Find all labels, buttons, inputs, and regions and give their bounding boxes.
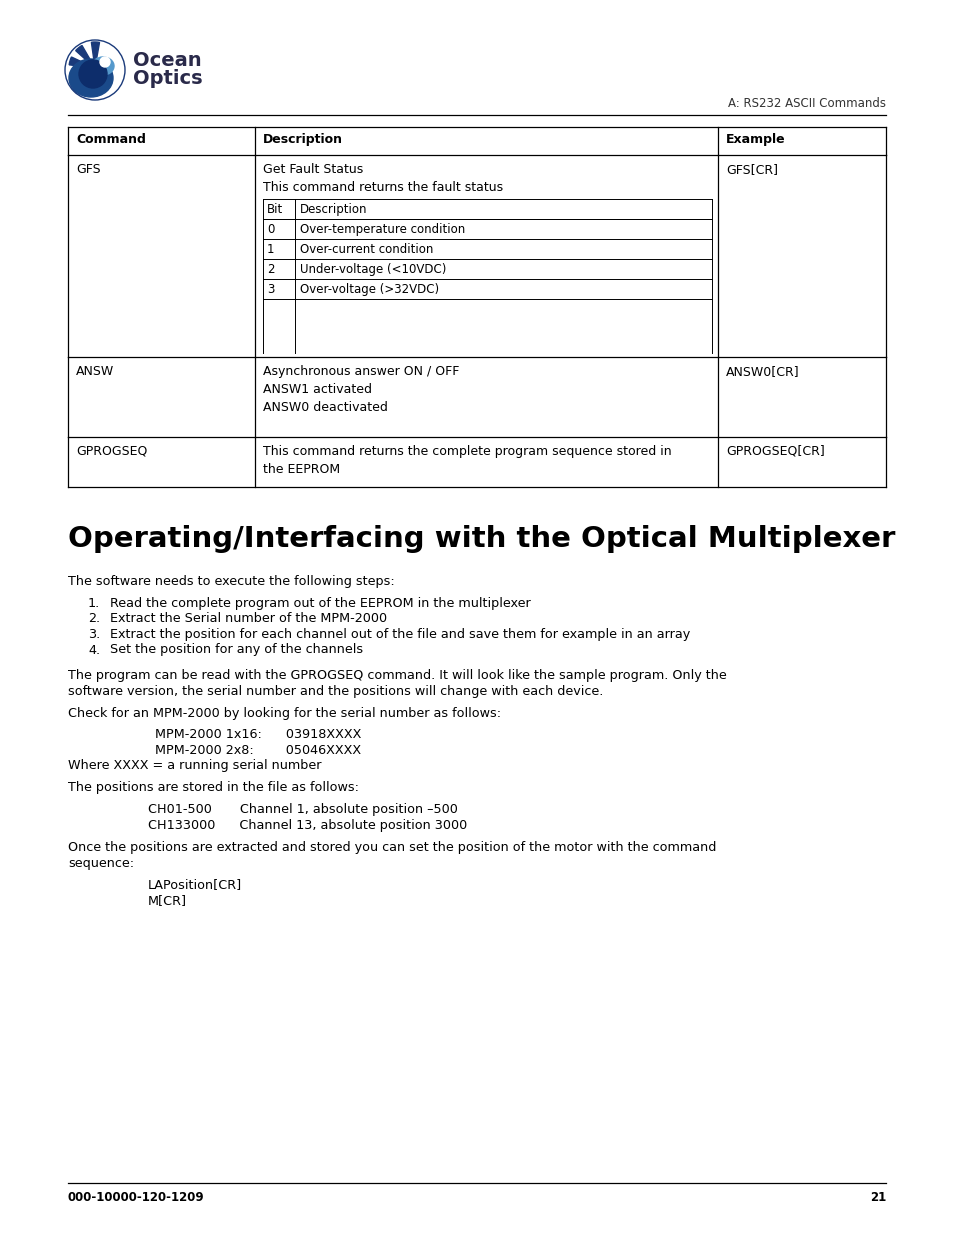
Text: Example: Example [725, 133, 785, 146]
Text: 3: 3 [267, 283, 274, 296]
Text: Bit: Bit [267, 203, 283, 216]
Text: sequence:: sequence: [68, 857, 134, 869]
Wedge shape [75, 46, 95, 68]
Text: 1: 1 [267, 243, 274, 256]
Text: This command returns the complete program sequence stored in: This command returns the complete progra… [263, 445, 671, 458]
Text: This command returns the fault status: This command returns the fault status [263, 182, 502, 194]
Text: 2: 2 [267, 263, 274, 275]
Text: Check for an MPM-2000 by looking for the serial number as follows:: Check for an MPM-2000 by looking for the… [68, 706, 500, 720]
Text: LAPosition[CR]: LAPosition[CR] [148, 878, 242, 892]
Text: Over-current condition: Over-current condition [299, 243, 433, 256]
Text: Over-voltage (>32VDC): Over-voltage (>32VDC) [299, 283, 438, 296]
Text: 000-10000-120-1209: 000-10000-120-1209 [68, 1191, 204, 1204]
Text: GFS: GFS [76, 163, 100, 177]
Text: Under-voltage (<10VDC): Under-voltage (<10VDC) [299, 263, 446, 275]
Text: Command: Command [76, 133, 146, 146]
Text: Over-temperature condition: Over-temperature condition [299, 224, 465, 236]
Text: Description: Description [263, 133, 343, 146]
Text: A: RS232 ASCII Commands: A: RS232 ASCII Commands [727, 98, 885, 110]
Text: Get Fault Status: Get Fault Status [263, 163, 363, 177]
Text: The program can be read with the GPROGSEQ command. It will look like the sample : The program can be read with the GPROGSE… [68, 669, 726, 682]
Text: Description: Description [299, 203, 367, 216]
Text: software version, the serial number and the positions will change with each devi: software version, the serial number and … [68, 684, 602, 698]
Text: Read the complete program out of the EEPROM in the multiplexer: Read the complete program out of the EEP… [110, 597, 530, 610]
Text: M[CR]: M[CR] [148, 894, 187, 906]
Text: 3.: 3. [88, 629, 100, 641]
Text: ANSW0 deactivated: ANSW0 deactivated [263, 401, 388, 414]
Text: MPM-2000 2x8:        05046XXXX: MPM-2000 2x8: 05046XXXX [154, 743, 361, 757]
Text: ANSW0[CR]: ANSW0[CR] [725, 366, 799, 378]
Text: 1.: 1. [88, 597, 100, 610]
Text: Optics: Optics [132, 68, 202, 88]
Wedge shape [70, 57, 95, 68]
Text: Asynchronous answer ON / OFF: Asynchronous answer ON / OFF [263, 366, 459, 378]
Text: Ocean: Ocean [132, 51, 201, 69]
Text: CH133000      Channel 13, absolute position 3000: CH133000 Channel 13, absolute position 3… [148, 819, 467, 832]
Ellipse shape [69, 59, 112, 98]
Text: 21: 21 [869, 1191, 885, 1204]
Text: 2.: 2. [88, 613, 100, 625]
Circle shape [79, 61, 107, 88]
Text: 4.: 4. [88, 643, 100, 657]
Text: GFS[CR]: GFS[CR] [725, 163, 778, 177]
Text: Operating/Interfacing with the Optical Multiplexer: Operating/Interfacing with the Optical M… [68, 525, 895, 553]
Text: MPM-2000 1x16:      03918XXXX: MPM-2000 1x16: 03918XXXX [154, 729, 361, 741]
Text: ANSW: ANSW [76, 366, 114, 378]
Text: ANSW1 activated: ANSW1 activated [263, 383, 372, 396]
Text: GPROGSEQ: GPROGSEQ [76, 445, 147, 458]
Text: The positions are stored in the file as follows:: The positions are stored in the file as … [68, 782, 358, 794]
Text: Extract the position for each channel out of the file and save them for example : Extract the position for each channel ou… [110, 629, 690, 641]
Ellipse shape [91, 57, 113, 75]
Wedge shape [91, 42, 99, 68]
Text: The software needs to execute the following steps:: The software needs to execute the follow… [68, 576, 395, 588]
Text: the EEPROM: the EEPROM [263, 463, 340, 475]
Text: CH01-500       Channel 1, absolute position –500: CH01-500 Channel 1, absolute position –5… [148, 804, 457, 816]
Text: Extract the Serial number of the MPM-2000: Extract the Serial number of the MPM-200… [110, 613, 387, 625]
Text: Where XXXX = a running serial number: Where XXXX = a running serial number [68, 760, 321, 773]
Text: Set the position for any of the channels: Set the position for any of the channels [110, 643, 363, 657]
Text: 0: 0 [267, 224, 274, 236]
Text: Once the positions are extracted and stored you can set the position of the moto: Once the positions are extracted and sto… [68, 841, 716, 853]
Circle shape [100, 57, 110, 67]
Text: GPROGSEQ[CR]: GPROGSEQ[CR] [725, 445, 824, 458]
